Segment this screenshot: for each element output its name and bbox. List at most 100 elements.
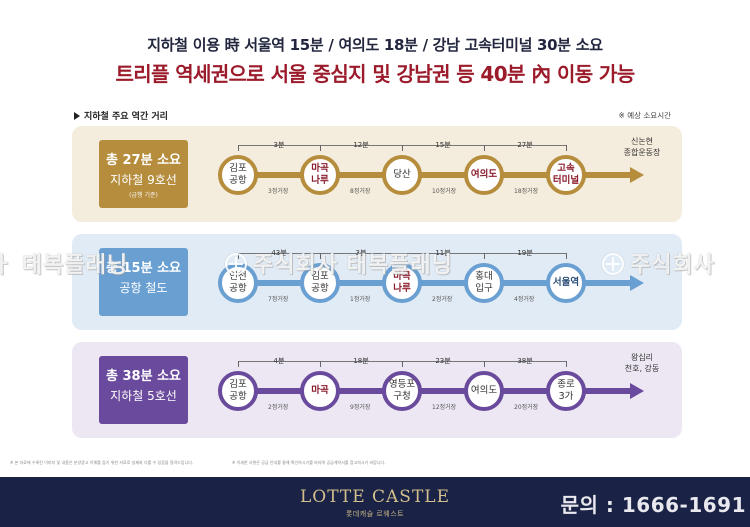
station-node: 김포 공항 (218, 155, 258, 195)
stop-count: 12정거장 (432, 404, 457, 411)
stop-count: 1정거장 (350, 296, 371, 303)
stop-count: 20정거장 (514, 404, 539, 411)
route-destination: 왕십리 천호, 강동 (624, 353, 660, 373)
station-node: 여의도 (464, 371, 504, 411)
watermark-mid: 주식회사 태복플래닝 (225, 247, 453, 279)
station-name: 영등포 구청 (388, 379, 416, 402)
footnote-left: ※ 본 자료에 수록된 이미지 및 내용은 분양광고 이해를 돕기 위한 자료로… (10, 460, 194, 465)
route-arrow-icon (630, 383, 644, 399)
stop-count: 3정거장 (268, 188, 289, 195)
time-bracket-tick (484, 361, 485, 367)
time-bracket-tick (484, 145, 485, 151)
station-node: 김포 공항 (218, 371, 258, 411)
lotte-castle-logo: LOTTE CASTLE (299, 487, 450, 507)
badge-total-time: 총 27분 소요 (106, 153, 181, 168)
segment-minutes: 27분 (517, 141, 533, 149)
route-track-line (240, 172, 630, 178)
station-name: 마곡 (311, 385, 329, 396)
station-node: 서울역 (546, 263, 586, 303)
station-name: 여의도 (470, 385, 498, 396)
segment-minutes: 19분 (517, 249, 533, 257)
stop-count: 2정거장 (268, 404, 289, 411)
estimated-time-note: ※ 예상 소요시간 (618, 111, 671, 120)
segment-minutes: 18분 (353, 357, 369, 365)
route-track-line (240, 280, 630, 286)
station-name: 당산 (393, 169, 411, 180)
triangle-icon (74, 112, 80, 120)
stop-count: 2정거장 (432, 296, 453, 303)
station-node: 영등포 구청 (382, 371, 422, 411)
headline-commute-times: 지하철 이용 時 서울역 15분 / 여의도 18분 / 강남 고속터미널 30… (147, 36, 603, 54)
stop-count: 10정거장 (432, 188, 457, 195)
watermark-right: 주식회사 (602, 247, 715, 279)
station-name: 고속 터미널 (552, 163, 580, 186)
time-bracket-tick (320, 145, 321, 151)
watermark-text: 주식회사 태복플래닝 (253, 253, 453, 278)
time-bracket-tick (320, 361, 321, 367)
time-bracket-tick (402, 253, 403, 259)
station-name: 서울역 (552, 277, 580, 288)
station-node: 마곡 (300, 371, 340, 411)
time-bracket-tick (402, 361, 403, 367)
station-node: 김포 공항 (300, 263, 340, 303)
time-bracket-tick (402, 145, 403, 151)
station-node: 홍대 입구 (464, 263, 504, 303)
segment-minutes: 15분 (435, 141, 451, 149)
time-bracket-tick (566, 361, 567, 367)
watermark-text: ㅏ 태복플래닝 (0, 253, 129, 278)
segment-minutes: 12분 (353, 141, 369, 149)
footnote-right: ※ 이세한 사항은 공급 안내를 통해 확인하시기를 바라며 공급계약서를 참고… (232, 460, 386, 465)
stop-count: 7정거장 (268, 296, 289, 303)
time-bracket-tick (238, 145, 239, 151)
station-name: 홍대 입구 (475, 271, 493, 294)
station-name: 인천 공항 (229, 271, 247, 294)
route-track-line (240, 388, 630, 394)
route-arrow-icon (630, 167, 644, 183)
station-node: 여의도 (464, 155, 504, 195)
station-name: 마곡 나루 (311, 163, 329, 186)
route-arrow-icon (630, 275, 644, 291)
route-destination: 신논현 종합운동장 (623, 137, 661, 157)
section-title: 지하철 주요 역간 거리 (74, 109, 168, 122)
watermark-text: 주식회사 (630, 253, 715, 278)
time-bracket-tick (566, 145, 567, 151)
headline-triple-station: 트리플 역세권으로 서울 중심지 및 강남권 등 40분 內 이동 가능 (115, 62, 635, 86)
time-bracket-tick (566, 253, 567, 259)
station-node: 마곡 나루 (300, 155, 340, 195)
station-name: 김포 공항 (311, 271, 329, 294)
badge-total-time: 총 38분 소요 (106, 369, 181, 384)
stop-count: 8정거장 (350, 188, 371, 195)
stop-count: 18정거장 (514, 188, 539, 195)
badge-line-name: 공항 철도 (119, 281, 168, 295)
segment-minutes: 3분 (273, 141, 285, 149)
segment-minutes: 11분 (435, 249, 451, 257)
segment-minutes: 23분 (435, 357, 451, 365)
station-node: 당산 (382, 155, 422, 195)
watermark-left: ㅏ 태복플래닝 (0, 247, 128, 279)
segment-minutes: 38분 (517, 357, 533, 365)
footer-bar: LOTTE CASTLE 롯데캐슬 르웨스트 문의 : 1666-1691 (0, 477, 750, 527)
segment-minutes: 3분 (355, 249, 367, 257)
badge-line-name: 지하철 5호선 (110, 389, 177, 403)
watermark-logo-icon (602, 253, 624, 275)
badge-note: (급행 기준) (129, 192, 158, 199)
segment-minutes: 4분 (273, 357, 285, 365)
station-name: 여의도 (470, 169, 498, 180)
watermark-logo-icon (225, 253, 247, 275)
time-bracket-tick (238, 361, 239, 367)
time-bracket-tick (320, 253, 321, 259)
station-node: 종로 3가 (546, 371, 586, 411)
section-title-text: 지하철 주요 역간 거리 (84, 112, 168, 122)
station-node: 고속 터미널 (546, 155, 586, 195)
station-name: 종로 3가 (557, 379, 575, 402)
stop-count: 4정거장 (514, 296, 535, 303)
badge-total-time: 총 15분 소요 (106, 261, 181, 276)
station-name: 김포 공항 (229, 163, 247, 186)
inquiry-phone[interactable]: 문의 : 1666-1691 (560, 493, 746, 517)
logo-subtitle: 롯데캐슬 르웨스트 (345, 510, 405, 518)
time-bracket-tick (484, 253, 485, 259)
segment-minutes: 43분 (271, 249, 287, 257)
badge-line-name: 지하철 9호선 (110, 173, 177, 187)
